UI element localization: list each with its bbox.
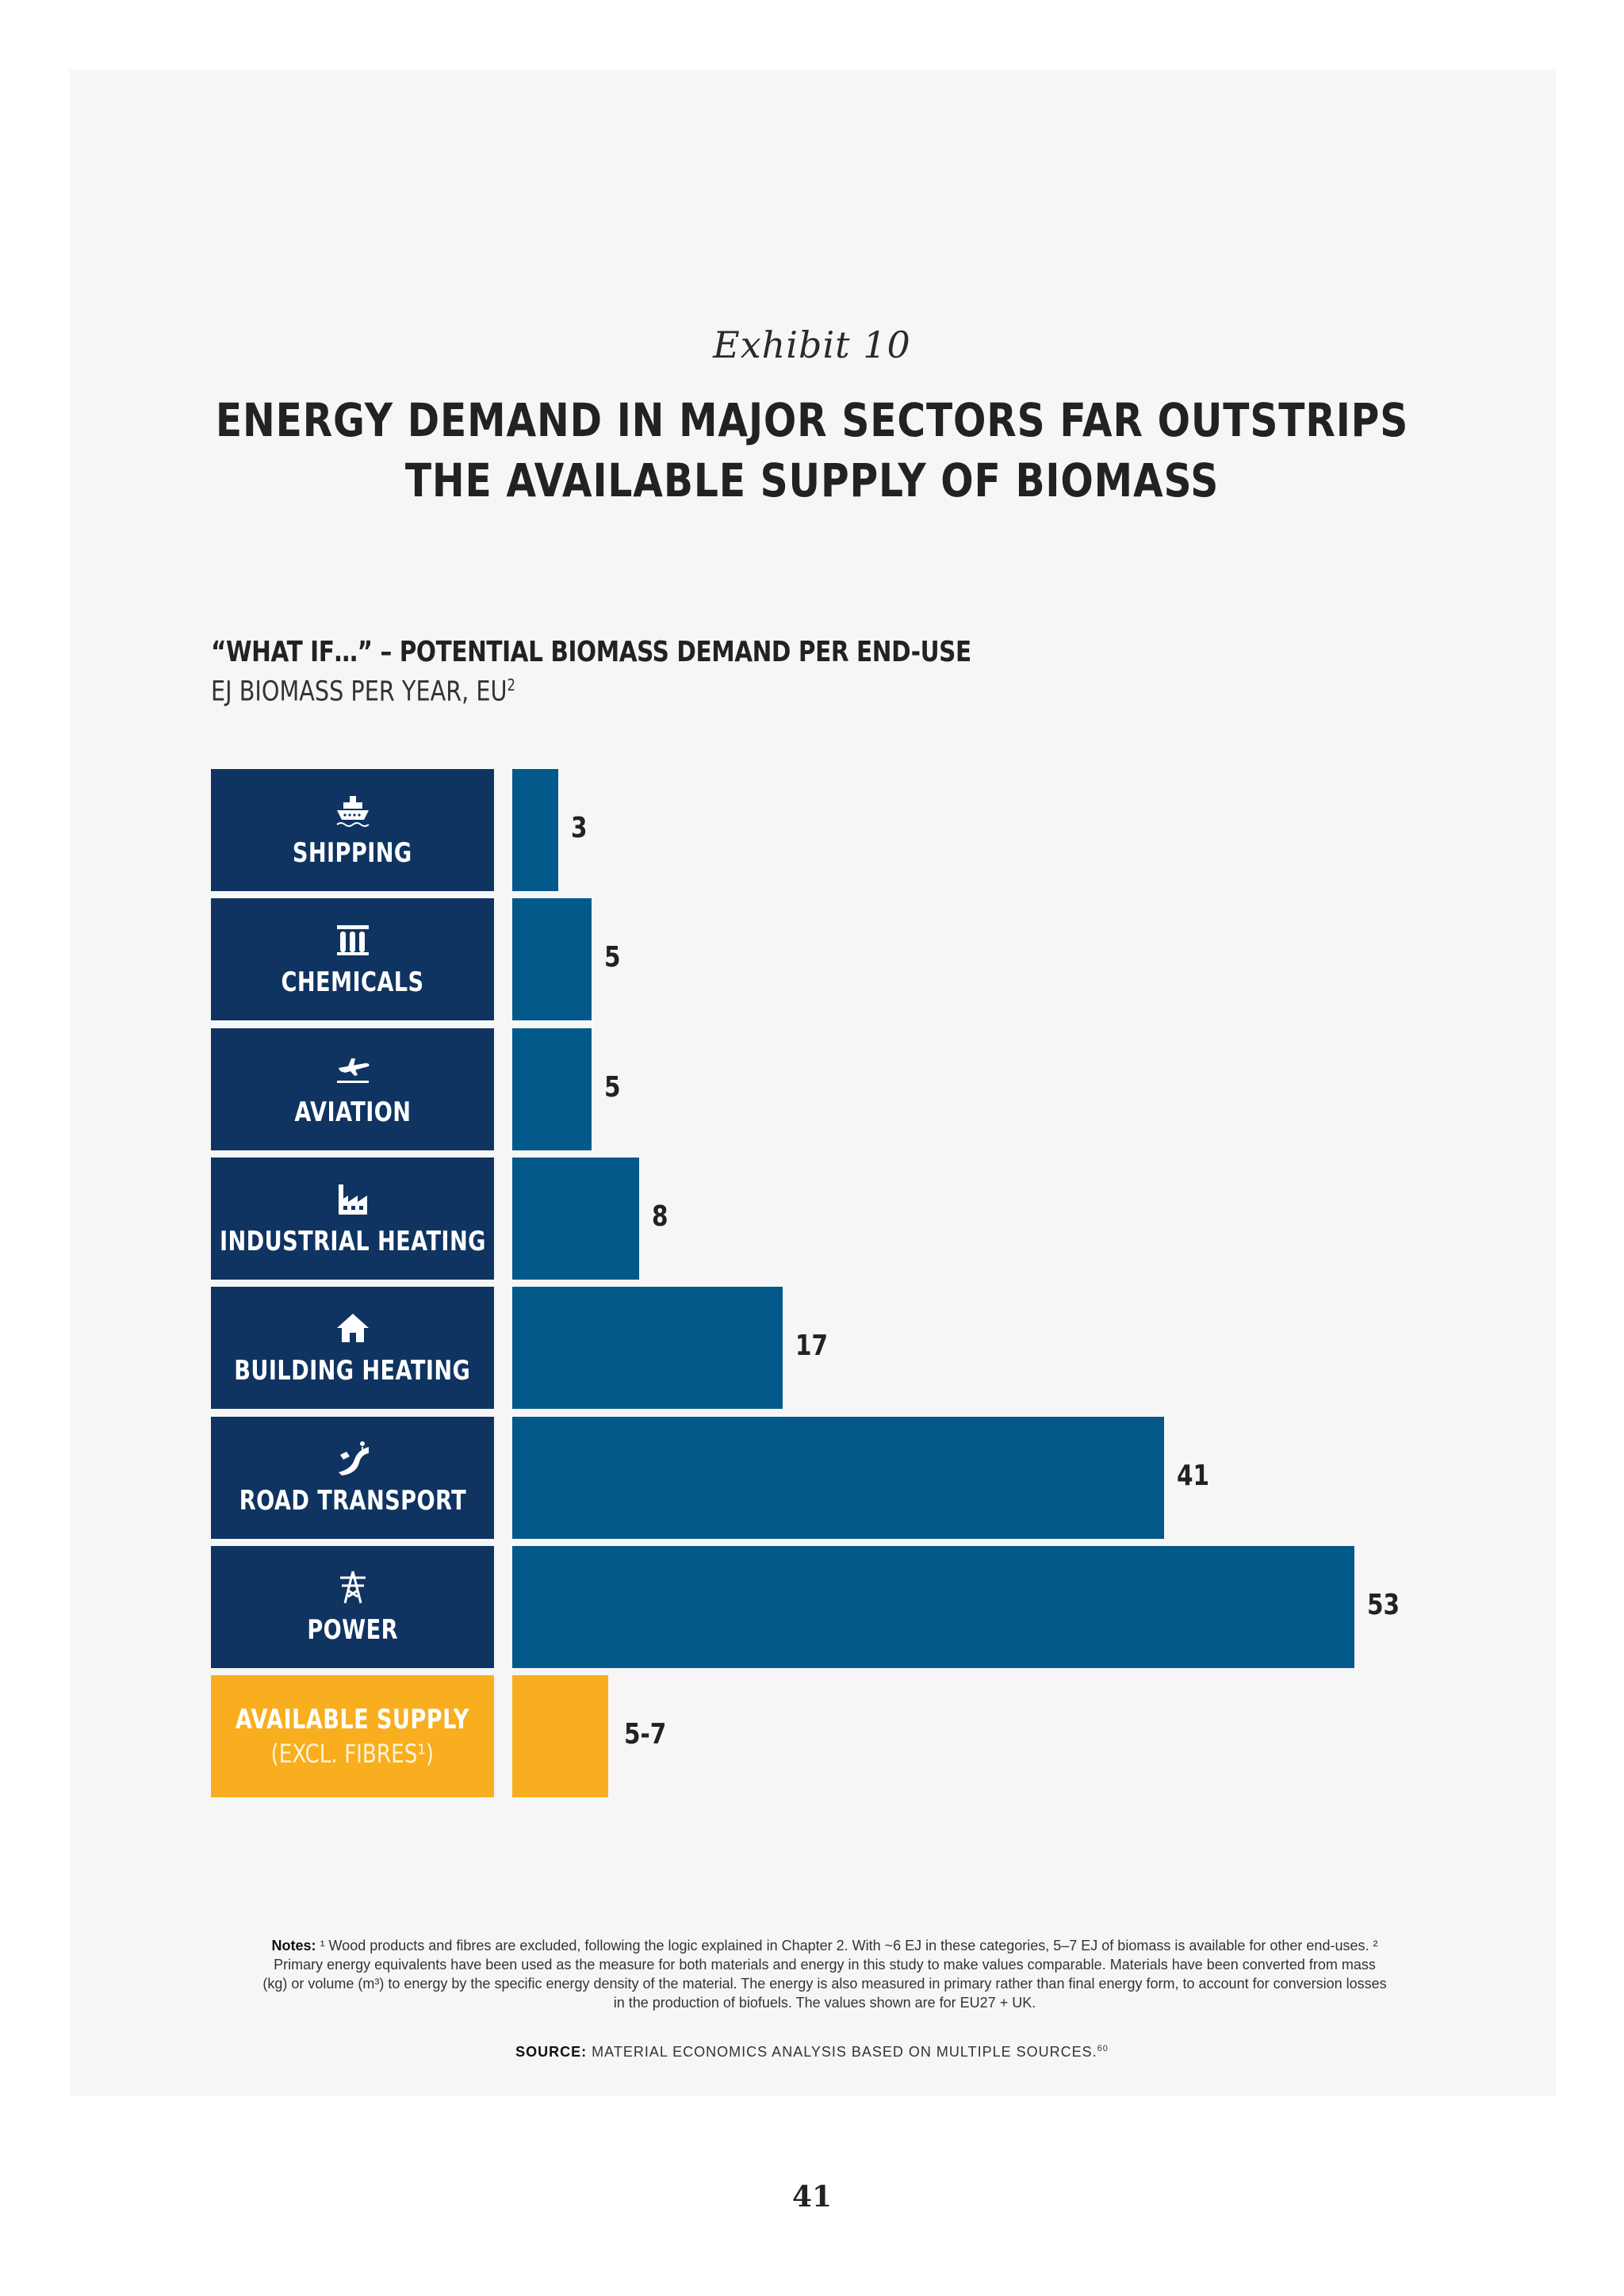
category-label-power: POWER xyxy=(211,1546,494,1668)
value-label-available-supply: 5-7 xyxy=(624,1718,667,1751)
category-name: INDUSTRIAL HEATING xyxy=(219,1226,486,1257)
road-icon xyxy=(334,1439,372,1477)
bar-power xyxy=(512,1546,1354,1668)
value-label-shipping: 3 xyxy=(571,812,588,844)
source-text: MATERIAL ECONOMICS ANALYSIS BASED ON MUL… xyxy=(592,2044,1097,2060)
source-heading: SOURCE: xyxy=(515,2044,588,2060)
category-name: CHEMICALS xyxy=(281,966,424,998)
supply-sublabel: (EXCL. FIBRES¹) xyxy=(270,1739,435,1769)
exhibit-label: Exhibit 10 xyxy=(713,323,911,366)
bar-shipping xyxy=(512,769,558,891)
category-label-chemicals: CHEMICALS xyxy=(211,898,494,1020)
factory-icon xyxy=(334,1180,372,1218)
category-name: SHIPPING xyxy=(293,837,412,869)
notes: Notes: ¹ Wood products and fibres are ex… xyxy=(262,1936,1388,2012)
supply-label: AVAILABLE SUPPLY xyxy=(236,1704,469,1735)
category-label-road-transport: ROAD TRANSPORT xyxy=(211,1417,494,1539)
category-label-industrial-heating: INDUSTRIAL HEATING xyxy=(211,1158,494,1280)
value-label-road-transport: 41 xyxy=(1177,1460,1210,1492)
value-label-aviation: 5 xyxy=(604,1071,621,1104)
airplane-icon xyxy=(334,1050,372,1089)
main-title-line-2: THE AVAILABLE SUPPLY OF BIOMASS xyxy=(404,453,1220,507)
value-label-power: 53 xyxy=(1367,1589,1400,1621)
category-label-available-supply: AVAILABLE SUPPLY (EXCL. FIBRES¹) xyxy=(211,1675,494,1797)
notes-text: ¹ Wood products and fibres are excluded,… xyxy=(262,1938,1387,2011)
chart-unit-text: EJ BIOMASS PER YEAR, EU xyxy=(211,675,508,708)
category-name: ROAD TRANSPORT xyxy=(239,1485,466,1517)
bar-available-supply xyxy=(512,1675,608,1797)
category-label-shipping: SHIPPING xyxy=(211,769,494,891)
pylon-icon xyxy=(334,1568,372,1606)
house-icon xyxy=(334,1309,372,1347)
page-number: 41 xyxy=(791,2180,833,2214)
source: SOURCE: MATERIAL ECONOMICS ANALYSIS BASE… xyxy=(0,2044,1624,2061)
main-title: ENERGY DEMAND IN MAJOR SECTORS FAR OUTST… xyxy=(130,390,1494,511)
value-label-chemicals: 5 xyxy=(604,941,621,974)
category-name: BUILDING HEATING xyxy=(234,1355,471,1387)
chemicals-icon xyxy=(334,920,372,959)
category-name: POWER xyxy=(307,1614,398,1646)
source-superscript: 60 xyxy=(1097,2044,1109,2053)
notes-heading: Notes: xyxy=(271,1938,316,1954)
category-name: AVIATION xyxy=(293,1096,412,1128)
bar-building-heating xyxy=(512,1287,783,1409)
value-label-industrial-heating: 8 xyxy=(652,1200,668,1233)
bar-road-transport xyxy=(512,1417,1164,1539)
bar-industrial-heating xyxy=(512,1158,639,1280)
value-label-building-heating: 17 xyxy=(795,1330,829,1362)
category-label-building-heating: BUILDING HEATING xyxy=(211,1287,494,1409)
bar-aviation xyxy=(512,1028,592,1150)
category-label-aviation: AVIATION xyxy=(211,1028,494,1150)
ship-icon xyxy=(334,791,372,829)
chart-title: “WHAT IF…” – POTENTIAL BIOMASS DEMAND PE… xyxy=(211,636,971,668)
bar-chemicals xyxy=(512,898,592,1020)
chart-unit: EJ BIOMASS PER YEAR, EU2 xyxy=(211,675,515,708)
chart-unit-superscript: 2 xyxy=(507,675,515,695)
main-title-line-1: ENERGY DEMAND IN MAJOR SECTORS FAR OUTST… xyxy=(215,393,1409,447)
